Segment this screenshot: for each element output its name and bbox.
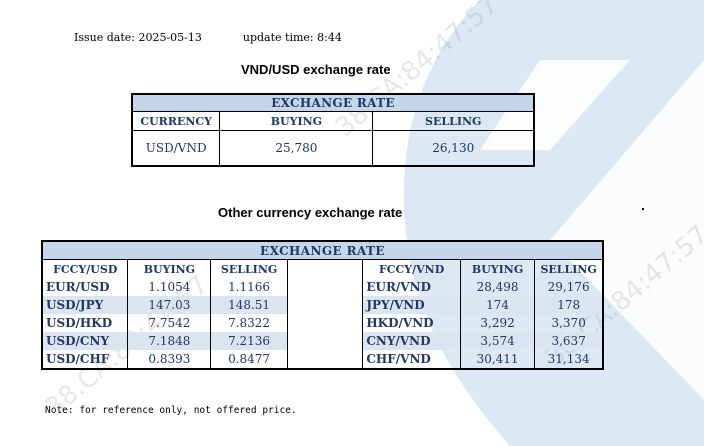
update-time-label: update time: <box>242 31 314 44</box>
left-buy: 0.8393 <box>127 350 211 369</box>
right-sell: 3,637 <box>534 332 603 350</box>
left-pair: USD/HKD <box>46 316 113 330</box>
col-selling: SELLING <box>372 111 534 131</box>
right-buy: 3,574 <box>459 332 535 350</box>
left-sell: 7.8322 <box>210 314 288 332</box>
update-time-value: 8:44 <box>317 31 342 44</box>
table-row: USD/JPY 147.03 148.51 JPY/VND 174 178 <box>42 296 603 314</box>
right-buy: 30,411 <box>459 350 535 369</box>
spacer-col <box>286 259 363 278</box>
left-buy: 147.03 <box>127 296 211 314</box>
right-buy: 174 <box>459 296 535 314</box>
stray-dot <box>642 208 644 210</box>
right-sell: 31,134 <box>534 350 603 369</box>
right-sell: 29,176 <box>534 278 603 296</box>
col-left-buying: BUYING <box>127 259 211 278</box>
left-buy: 1.1054 <box>127 278 211 296</box>
col-left-selling: SELLING <box>210 259 288 278</box>
spacer-cell <box>286 332 363 350</box>
left-pair: USD/CHF <box>46 352 110 366</box>
right-pair: JPY/VND <box>362 296 461 314</box>
col-currency: CURRENCY <box>132 111 220 131</box>
vnd-usd-banner: EXCHANGE RATE <box>132 94 534 112</box>
issue-date-value: 2025-05-13 <box>138 31 202 44</box>
other-currency-title: Other currency exchange rate <box>218 205 403 220</box>
issue-date-label: Issue date: <box>74 31 135 44</box>
watermark-logo <box>403 0 704 446</box>
left-sell: 0.8477 <box>210 350 288 369</box>
left-pair: USD/JPY <box>42 296 128 314</box>
col-fccy-vnd: FCCY/VND <box>362 259 461 278</box>
right-sell: 3,370 <box>534 314 603 332</box>
right-pair: EUR/VND <box>362 278 461 296</box>
buying-cell: 25,780 <box>219 130 373 166</box>
header-line: Issue date: 2025-05-13 update time: 8:44 <box>74 31 342 44</box>
left-buy: 7.1848 <box>127 332 211 350</box>
right-pair: CHF/VND <box>362 350 461 369</box>
spacer-cell <box>286 314 363 332</box>
left-pair: EUR/USD <box>46 280 110 294</box>
other-banner: EXCHANGE RATE <box>42 241 603 260</box>
right-sell: 178 <box>534 296 603 314</box>
reference-note: Note: for reference only, not offered pr… <box>45 405 297 416</box>
col-right-buying: BUYING <box>459 259 535 278</box>
left-pair: USD/CNY <box>42 332 128 350</box>
right-pair: HKD/VND <box>362 314 461 332</box>
spacer-cell <box>286 296 363 314</box>
table-row: USD/CNY 7.1848 7.2136 CNY/VND 3,574 3,63… <box>42 332 603 350</box>
col-fccy-usd: FCCY/USD <box>53 262 118 276</box>
spacer-cell <box>286 350 363 369</box>
right-pair: CNY/VND <box>362 332 461 350</box>
selling-cell: 26,130 <box>372 130 534 166</box>
col-right-selling: SELLING <box>534 259 603 278</box>
left-buy: 7.7542 <box>127 314 211 332</box>
table-row: USD/HKD 7.7542 7.8322 HKD/VND 3,292 3,37… <box>42 314 603 332</box>
left-sell: 1.1166 <box>210 278 288 296</box>
col-buying: BUYING <box>219 111 373 131</box>
other-currency-table: EXCHANGE RATE FCCY/USD BUYING SELLING FC… <box>41 240 604 370</box>
vnd-usd-title: VND/USD exchange rate <box>241 62 391 77</box>
left-sell: 148.51 <box>210 296 288 314</box>
vnd-usd-table: EXCHANGE RATE CURRENCY BUYING SELLING US… <box>131 93 535 167</box>
table-row: USD/VND 25,780 26,130 <box>132 130 534 166</box>
table-row: USD/CHF 0.8393 0.8477 CHF/VND 30,411 31,… <box>42 350 603 369</box>
right-buy: 28,498 <box>459 278 535 296</box>
right-buy: 3,292 <box>459 314 535 332</box>
table-row: EUR/USD 1.1054 1.1166 EUR/VND 28,498 29,… <box>42 278 603 296</box>
pair-cell: USD/VND <box>145 141 207 155</box>
spacer-cell <box>286 278 363 296</box>
left-sell: 7.2136 <box>210 332 288 350</box>
